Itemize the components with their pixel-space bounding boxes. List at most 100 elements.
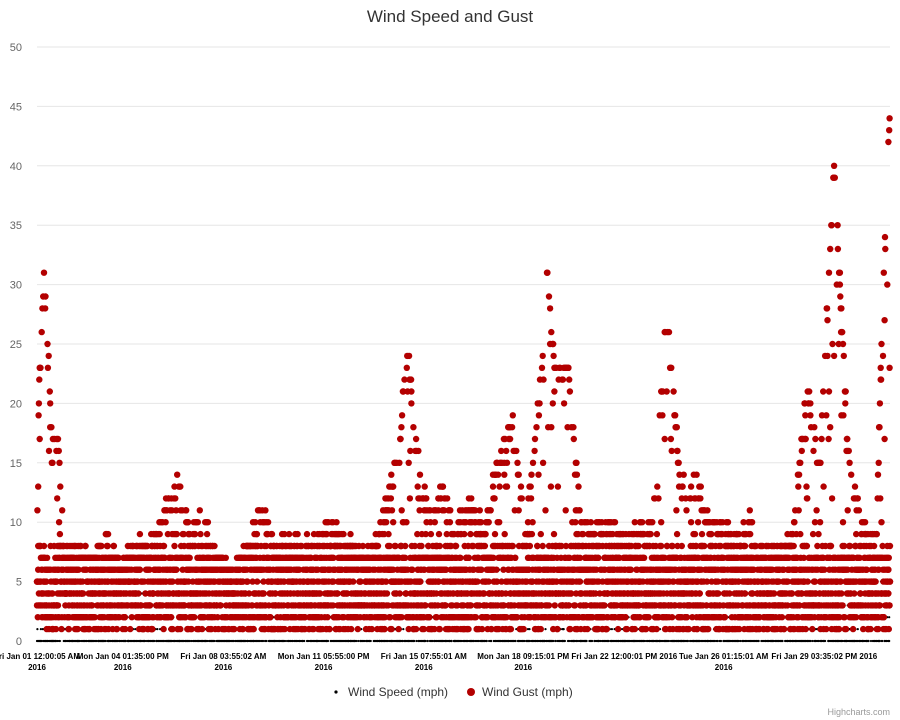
gust-point: [56, 459, 63, 466]
gust-point: [262, 507, 269, 514]
gust-point: [268, 530, 276, 538]
gust-point: [250, 625, 257, 633]
gust-point: [160, 542, 168, 550]
speed-point: [232, 639, 235, 643]
speed-point: [36, 628, 39, 631]
gust-point: [45, 352, 52, 360]
speed-point: [116, 639, 119, 643]
y-tick-label: 45: [10, 101, 22, 113]
gust-point: [203, 530, 211, 538]
gust-point: [54, 495, 61, 502]
speed-point: [881, 639, 884, 643]
gust-point: [55, 519, 63, 526]
gust-point: [254, 578, 261, 585]
gust-point: [54, 602, 62, 609]
speed-point: [563, 639, 567, 643]
gust-point: [191, 614, 198, 621]
speed-point: [757, 639, 760, 643]
gust-point: [113, 625, 121, 633]
speed-point: [585, 639, 588, 643]
speed-point: [490, 639, 493, 643]
speed-point: [809, 639, 812, 643]
gust-point: [45, 447, 53, 455]
gust-point: [44, 340, 51, 348]
gust-point: [260, 590, 267, 597]
gust-point: [253, 530, 261, 538]
gust-point: [54, 435, 62, 443]
wind-gust-series[interactable]: [33, 115, 894, 633]
y-tick-label: 5: [16, 577, 22, 589]
gust-point: [146, 602, 154, 609]
gust-point: [264, 519, 272, 526]
speed-point: [811, 639, 814, 643]
speed-point: [357, 639, 360, 643]
speed-point: [552, 639, 555, 643]
speed-point: [528, 628, 531, 631]
speed-point: [265, 639, 268, 643]
speed-point: [686, 639, 690, 643]
speed-point: [562, 628, 565, 631]
speed-point: [188, 639, 192, 643]
gust-point: [149, 625, 156, 633]
speed-point: [104, 639, 107, 643]
speed-point: [283, 639, 286, 643]
speed-point: [824, 639, 827, 643]
gust-point: [55, 447, 62, 455]
y-tick-label: 35: [10, 220, 22, 232]
y-gridlines: [37, 46, 890, 642]
gust-point: [198, 625, 206, 633]
speed-point: [591, 639, 594, 643]
gust-point: [171, 542, 178, 550]
speed-point: [477, 639, 481, 643]
gust-point: [184, 519, 192, 526]
speed-point: [415, 639, 418, 643]
gust-point: [35, 412, 42, 419]
gust-point: [177, 625, 184, 633]
speed-point: [124, 639, 127, 643]
speed-point: [607, 639, 610, 643]
gust-point: [173, 530, 180, 538]
gust-point: [186, 554, 193, 561]
speed-point: [544, 628, 547, 631]
speed-point: [514, 639, 517, 643]
speed-point: [450, 639, 453, 643]
speed-point: [426, 639, 429, 643]
speed-point: [40, 639, 44, 643]
gust-point: [43, 554, 51, 561]
speed-point: [213, 639, 216, 643]
gust-point: [135, 590, 142, 597]
speed-point: [190, 639, 193, 643]
gust-point: [183, 507, 190, 514]
speed-point: [523, 639, 526, 643]
speed-point: [363, 639, 366, 643]
gust-point: [40, 542, 48, 550]
gust-point: [121, 614, 128, 621]
speed-point: [326, 639, 329, 643]
gust-point: [173, 566, 180, 573]
gust-point: [47, 400, 54, 407]
speed-point: [284, 639, 288, 643]
gust-point: [36, 435, 43, 443]
speed-point: [140, 639, 143, 643]
gust-point: [34, 507, 41, 514]
speed-point: [95, 639, 98, 643]
gust-point: [40, 269, 48, 276]
gust-point: [136, 566, 144, 573]
gust-point: [231, 625, 238, 633]
gust-point: [42, 293, 49, 300]
gust-point: [162, 519, 169, 526]
gust-point: [57, 483, 64, 490]
gust-point: [174, 471, 181, 478]
speed-point: [387, 639, 390, 643]
speed-point: [156, 628, 159, 631]
speed-point: [78, 639, 81, 643]
gust-point: [204, 519, 212, 526]
speed-point: [888, 639, 891, 643]
speed-point: [54, 639, 58, 643]
speed-point: [145, 639, 148, 643]
gust-point: [35, 483, 42, 490]
speed-point: [667, 639, 671, 643]
gust-point: [104, 530, 112, 538]
